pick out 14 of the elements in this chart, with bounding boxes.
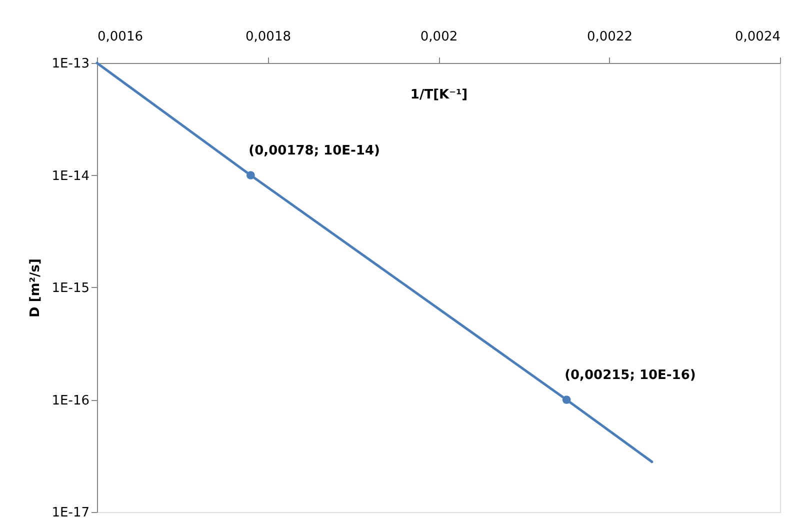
y-axis-title: D [m²/s] bbox=[28, 258, 43, 318]
x-tick-label: 0,002 bbox=[420, 30, 458, 44]
y-tick-label: 1E-13 bbox=[52, 56, 90, 72]
y-tick-label: 1E-16 bbox=[52, 393, 90, 408]
y-tick-label: 1E-17 bbox=[52, 506, 90, 518]
annotation: (0,00178; 10E-14) bbox=[248, 143, 380, 158]
y-tick-label: 1E-14 bbox=[52, 168, 90, 184]
x-tick-label: 0,0022 bbox=[587, 30, 632, 44]
y-tick-label: 1E-15 bbox=[52, 281, 90, 296]
annotation: (0,00215; 10E-16) bbox=[564, 368, 696, 383]
x-tick-label: 0,0016 bbox=[98, 30, 143, 44]
x-axis-title: 1/T[K⁻¹] bbox=[410, 88, 468, 102]
x-tick-label: 0,0018 bbox=[246, 30, 291, 44]
x-tick-label: 0,0024 bbox=[735, 30, 780, 44]
